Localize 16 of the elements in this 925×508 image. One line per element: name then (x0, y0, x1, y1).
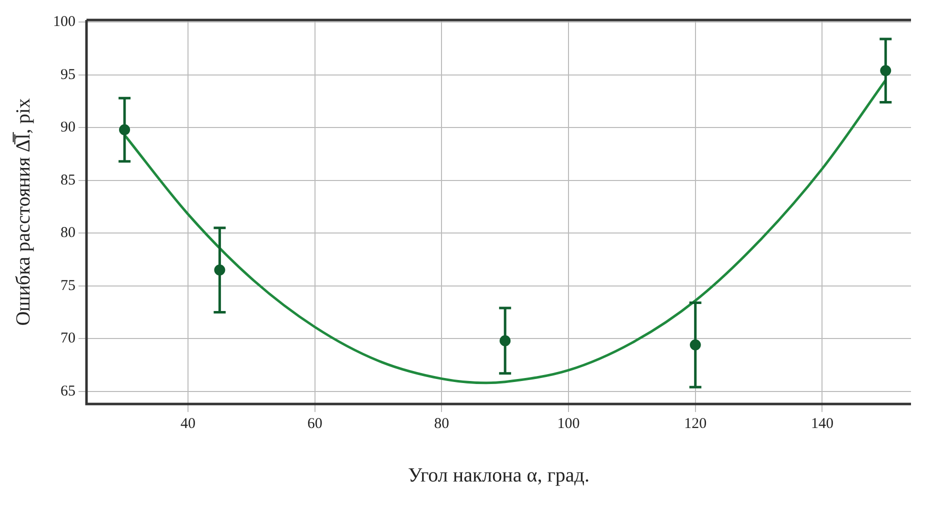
x-tick-label: 60 (307, 416, 322, 432)
y-tick-label: 90 (60, 120, 76, 136)
y-tick-label: 80 (60, 225, 76, 242)
x-axis-title: Угол наклона α, град. (408, 464, 590, 486)
x-tick-label: 80 (434, 416, 450, 432)
y-axis-title: Ошибка расстояния Δ̅l̅, pix (12, 98, 34, 326)
y-tick-label: 65 (60, 383, 76, 400)
x-tick-label: 100 (557, 416, 580, 432)
x-tick-label: 120 (684, 416, 707, 432)
y-tick-label: 100 (53, 14, 76, 30)
y-tick-label: 70 (60, 330, 76, 347)
y-tick-label: 85 (60, 172, 76, 188)
y-tick-label: 95 (60, 66, 76, 83)
x-tick-label: 40 (180, 416, 196, 432)
y-tick-label: 75 (60, 278, 76, 294)
x-tick-label: 140 (810, 416, 834, 432)
